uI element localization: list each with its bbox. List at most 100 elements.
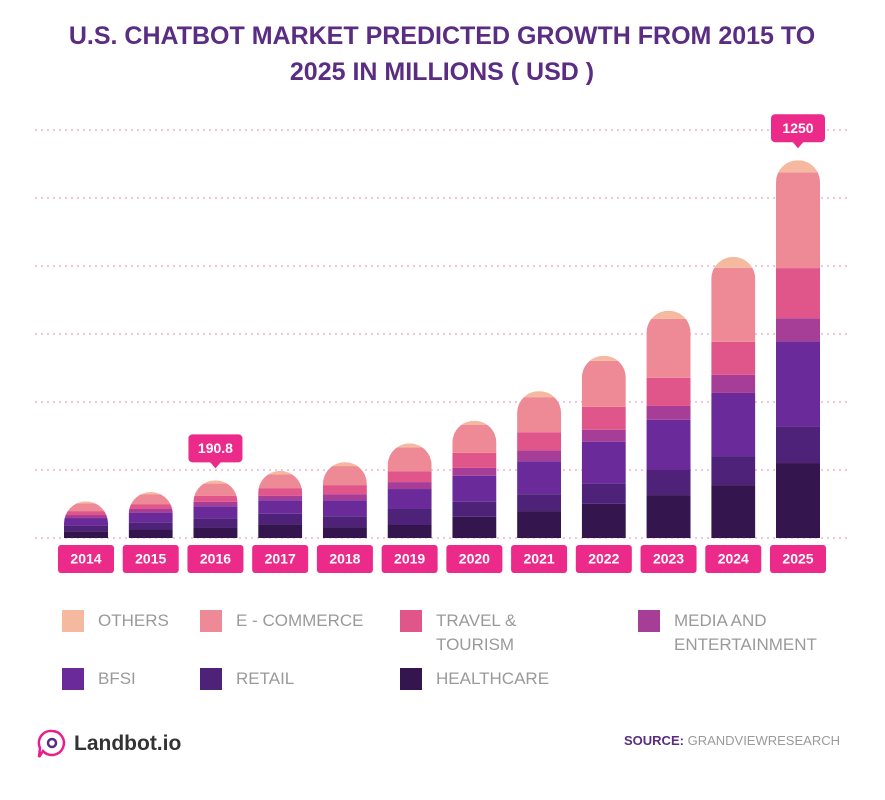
bar-stack <box>711 256 756 538</box>
legend-swatch <box>400 610 422 632</box>
bar-segment <box>517 461 562 495</box>
x-tick-label: 2018 <box>329 551 360 567</box>
bar-segment <box>258 474 303 489</box>
bar-segment <box>387 443 432 448</box>
bar-segment <box>517 397 562 433</box>
x-tick-label: 2020 <box>459 551 490 567</box>
bar-segment <box>128 492 173 495</box>
category-badge <box>705 545 762 573</box>
x-tick-label: 2024 <box>718 551 749 567</box>
bar-segment <box>64 525 108 532</box>
bar-segment <box>776 426 820 464</box>
category-badge <box>511 545 568 573</box>
bar-segment <box>711 374 756 393</box>
source-text: GRANDVIEWRESEARCH <box>687 733 840 748</box>
bar-stack <box>776 160 820 538</box>
x-tick-label: 2025 <box>782 551 813 567</box>
legend-label: OTHERS <box>98 611 169 630</box>
legend-swatch <box>200 668 222 690</box>
legend-item: OTHERS <box>62 610 248 633</box>
brand-icon <box>37 729 66 758</box>
x-tick-label: 2021 <box>524 551 555 567</box>
bar-segment <box>258 488 303 496</box>
bar-segment <box>322 466 367 486</box>
bar-segment <box>711 485 756 538</box>
bar-segment <box>322 516 367 528</box>
bar-segment <box>452 452 497 468</box>
bar-segment <box>322 500 367 517</box>
legend-swatch <box>62 668 84 690</box>
legend-swatch <box>200 610 222 632</box>
bar-segment <box>258 513 303 525</box>
bar-segment <box>517 432 562 451</box>
bar-stack <box>258 470 303 538</box>
bar-segment <box>517 450 562 462</box>
bar-segment <box>128 494 173 505</box>
bar-segment <box>387 482 432 490</box>
bar-segment <box>581 406 626 430</box>
bar-segment <box>646 310 691 319</box>
bar-segment <box>64 531 108 538</box>
bar-segment <box>581 360 626 407</box>
bar-segment <box>128 512 173 523</box>
bar-segment <box>193 518 238 528</box>
legend-item: TRAVEL & TOURISM <box>400 610 586 657</box>
bar-segment <box>776 268 820 319</box>
category-badge <box>58 545 114 573</box>
bar-segment <box>711 267 756 342</box>
bar-segment <box>776 318 820 342</box>
bar-segment <box>776 341 820 427</box>
bar-segment <box>322 527 367 538</box>
bar-segment <box>193 501 238 507</box>
bar-segment <box>581 441 626 484</box>
category-badge <box>770 545 826 573</box>
bar-segment <box>258 495 303 501</box>
legend-label: BFSI <box>98 669 136 688</box>
bar-segment <box>711 256 756 268</box>
bar-segment <box>646 419 691 470</box>
bar-segment <box>646 377 691 406</box>
bar-segment <box>128 504 173 509</box>
bar-segment <box>387 447 432 472</box>
bar-segment <box>322 485 367 495</box>
x-tick-label: 2019 <box>394 551 425 567</box>
bar-segment <box>452 501 497 517</box>
category-badge <box>252 545 309 573</box>
bar-segment <box>193 480 238 484</box>
bar-segment <box>581 503 626 538</box>
bar-segment <box>452 475 497 502</box>
bar-segment <box>452 420 497 425</box>
bar-segment <box>387 471 432 483</box>
chart-title: U.S. CHATBOT MARKET PREDICTED GROWTH FRO… <box>68 22 816 86</box>
bar-stack <box>322 462 367 538</box>
bar-segment <box>646 318 691 378</box>
category-badge <box>316 545 373 573</box>
bar-segment <box>258 524 303 538</box>
legend-label: RETAIL <box>236 669 295 688</box>
bar-stack <box>452 420 497 538</box>
legend-label: E - COMMERCE <box>236 611 364 630</box>
bar-segment <box>64 511 108 516</box>
total-label: 190.8 <box>198 440 233 456</box>
x-tick-label: 2016 <box>200 551 231 567</box>
x-tick-label: 2022 <box>588 551 619 567</box>
bar-segment <box>64 518 108 526</box>
bar-stack <box>646 310 691 538</box>
bar-segment <box>64 501 108 504</box>
total-badge-pointer <box>792 141 804 149</box>
brand: Landbot.io <box>36 728 181 760</box>
bar-segment <box>64 515 108 519</box>
bar-segment <box>322 494 367 501</box>
bar-segment <box>387 508 432 526</box>
bar-segment <box>258 470 303 475</box>
total-label: 1250 <box>782 120 813 136</box>
bar-segment <box>452 424 497 453</box>
bar-segment <box>258 500 303 514</box>
brand-name: Landbot.io <box>74 732 182 755</box>
bar-segment <box>193 483 238 496</box>
total-badge <box>188 434 243 463</box>
x-tick-label: 2023 <box>653 551 684 567</box>
category-badge <box>446 545 503 573</box>
source-label: SOURCE: <box>624 733 684 748</box>
